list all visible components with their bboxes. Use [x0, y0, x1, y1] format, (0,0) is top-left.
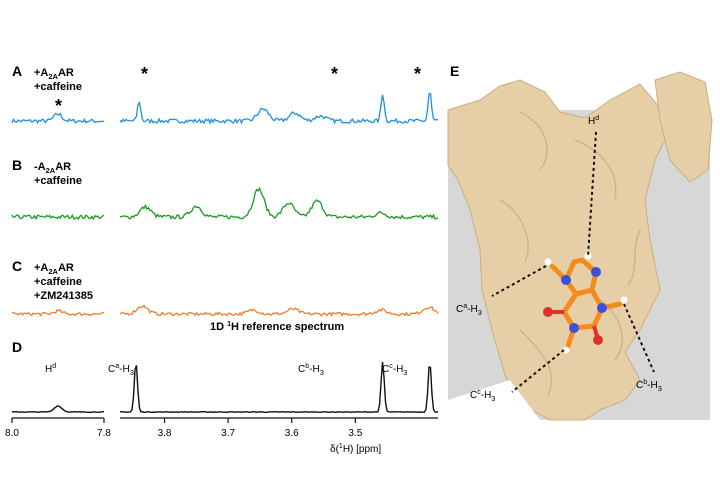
panel-b-line1: -A2AAR	[34, 161, 71, 175]
tick-right-3-label: 3.5	[348, 428, 362, 439]
carbonyl-bond-2	[592, 325, 599, 337]
peak-label-cc: Cc-H3	[382, 363, 407, 377]
oxygen-atom-2	[593, 335, 603, 345]
spectrum-c-trace-left	[11, 309, 105, 317]
panel-a-line1: +A2AAR	[34, 67, 74, 81]
nitrogen-atom-2	[561, 275, 571, 285]
hydrogen-hd	[584, 252, 592, 260]
panel-b-line2: +caffeine	[34, 175, 82, 187]
marker-star-ca: *	[141, 64, 148, 84]
panel-a-letter: A	[12, 63, 22, 79]
panel-b-letter: B	[12, 157, 22, 173]
marker-star-cc: *	[414, 64, 421, 84]
pointer-cc	[511, 349, 565, 393]
spectrum-c	[11, 304, 439, 318]
spectrum-c-trace-right	[119, 304, 439, 318]
x-axis: 8.0 7.8 3.8 3.7 3.6 3.5 δ(1H) [ppm]	[5, 417, 438, 455]
hydrogen-cc	[562, 346, 570, 354]
oxygen-atom-1	[543, 307, 553, 317]
panel-a-line2: +caffeine	[34, 81, 82, 93]
pointer-cb	[623, 303, 655, 373]
spectrum-b	[11, 186, 439, 221]
nitrogen-atom-3	[597, 303, 607, 313]
marker-star-cb: *	[331, 64, 338, 84]
tick-left-1-label: 7.8	[97, 428, 111, 439]
pointer-ca	[491, 265, 547, 297]
label-cb: Cb-H3	[636, 379, 662, 393]
marker-star-left: *	[55, 96, 62, 116]
spectrum-d-trace-left	[11, 405, 104, 414]
peak-label-cb: Cb-H3	[298, 363, 324, 377]
caffeine-ligand	[543, 252, 628, 354]
spectrum-d	[11, 362, 439, 414]
panel-e-letter: E	[450, 63, 459, 79]
spectrum-d-trace-right	[119, 362, 439, 414]
x-axis-title: δ(1H) [ppm]	[330, 443, 381, 455]
tick-right-0-label: 3.8	[158, 428, 172, 439]
tick-left-0-label: 8.0	[5, 428, 19, 439]
panel-c-line2: +caffeine	[34, 276, 82, 288]
panel-c-line3: +ZM241385	[34, 290, 93, 302]
spectrum-a	[11, 92, 439, 125]
nitrogen-atom-4	[569, 323, 579, 333]
label-pointers	[491, 131, 655, 393]
peak-label-hd: Hd	[45, 363, 56, 375]
binding-pocket-surface	[447, 71, 713, 421]
peak-label-ca: Ca-H3	[108, 363, 134, 377]
x-axis-ticks: 8.0 7.8 3.8 3.7 3.6 3.5	[5, 418, 363, 439]
tick-right-1-label: 3.7	[221, 428, 235, 439]
reference-title: 1D 1H reference spectrum	[210, 321, 344, 333]
surface-contours	[499, 111, 641, 396]
hydrogen-ca	[544, 258, 552, 266]
nitrogen-atom-1	[591, 267, 601, 277]
protein-surface-main	[447, 79, 666, 421]
spectrum-b-trace-left	[11, 213, 105, 221]
label-ca: Ca-H3	[456, 303, 482, 317]
panel-d-letter: D	[12, 339, 22, 355]
panel-c-line1: +A2AAR	[34, 262, 74, 276]
protein-surface-right	[654, 71, 713, 183]
lower-left-gap	[448, 380, 540, 420]
spectrum-b-trace-right	[119, 186, 439, 220]
tick-right-2-label: 3.6	[285, 428, 299, 439]
label-cc: Cc-H3	[470, 389, 495, 403]
spectrum-a-trace-right	[119, 92, 439, 125]
spectrum-a-trace-left	[11, 112, 105, 125]
panel-c-letter: C	[12, 258, 22, 274]
label-hd: Hd	[588, 115, 599, 127]
pointer-hd	[587, 131, 597, 257]
hydrogen-cb	[620, 296, 628, 304]
